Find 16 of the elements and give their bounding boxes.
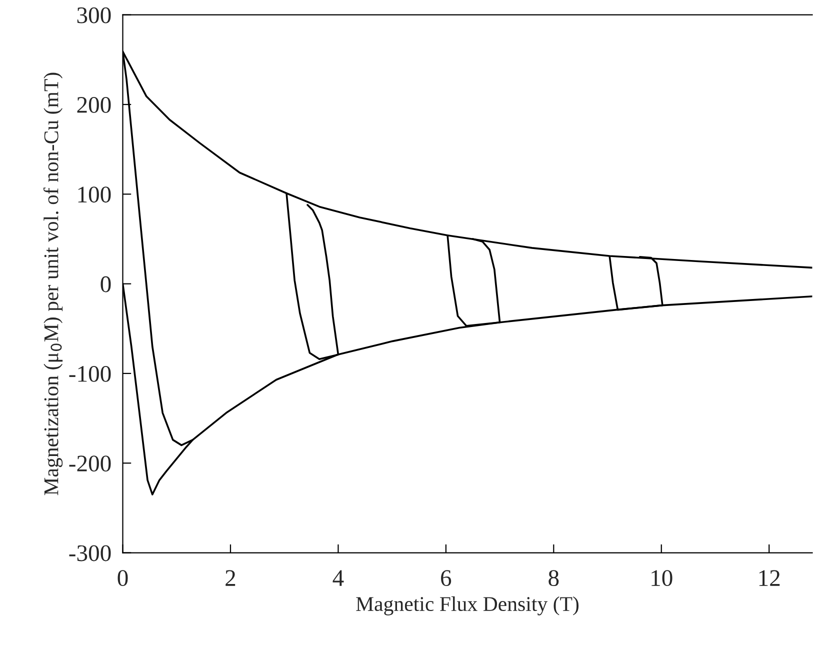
x-tick-label: 0 [118, 570, 128, 586]
y-axis-title: Magnetization (μ$_{0}$M) per unit vol. of non-Cu (mT) [43, 72, 63, 496]
x-axis-title: Magnetic Flux Density (T) [356, 596, 579, 616]
x-tick-label: 4 [332, 570, 344, 586]
y-tick-label: 0 [100, 276, 111, 292]
y-tick-label: -100 [69, 366, 111, 382]
x-tick-label: 6 [441, 570, 452, 586]
x-tick-label: 8 [548, 570, 559, 586]
y-tick-label: -200 [69, 456, 111, 472]
x-tick-label: 10 [652, 570, 672, 586]
x-tick-label: 12 [759, 570, 780, 586]
y-tick-label: 200 [77, 96, 111, 113]
y-tick-label: 100 [78, 186, 111, 203]
y-tick-label: 300 [77, 7, 111, 24]
y-tick-label: -300 [69, 545, 111, 562]
x-tick-label: 2 [226, 570, 236, 586]
